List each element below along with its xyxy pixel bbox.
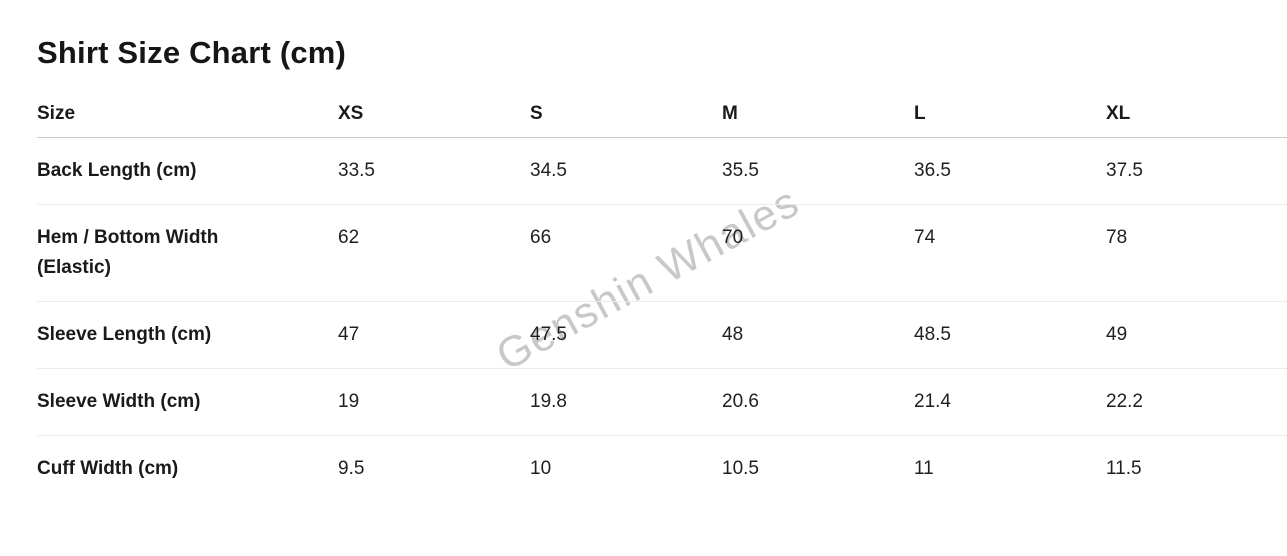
table-cell: 19 (338, 368, 530, 436)
table-cell: 34.5 (530, 137, 722, 205)
column-header-m: M (722, 99, 914, 138)
table-cell: 78 (1106, 204, 1287, 302)
column-header-size: Size (37, 99, 338, 138)
table-cell: 48 (722, 301, 914, 369)
row-label-line: Back Length (cm) (37, 160, 197, 181)
table-cell: 49 (1106, 301, 1287, 369)
table-cell: 11 (914, 458, 934, 479)
table-cell: 33.5 (338, 137, 530, 205)
row-label-line: Sleeve Length (cm) (37, 324, 212, 345)
row-label: Cuff Width (cm) (37, 436, 338, 503)
row-label: Back Length (cm) (37, 137, 338, 205)
table-cell: 70 (722, 204, 914, 302)
row-label: Sleeve Length (cm) (37, 301, 338, 369)
row-label-line: Hem / Bottom Width (37, 227, 219, 248)
table-cell: 74 (914, 204, 1106, 302)
table-cell: 10.5 (722, 458, 759, 479)
table-cell: 36.5 (914, 137, 1106, 205)
table-cell: 19.8 (530, 368, 722, 436)
row-label: Hem / Bottom Width (Elastic) (37, 204, 338, 302)
column-header-xl: XL (1106, 99, 1287, 138)
table-row-hem-bottom-width: Hem / Bottom Width (Elastic) 62 66 70 74… (37, 204, 1287, 302)
page-title: Shirt Size Chart (cm) (37, 35, 347, 70)
row-label: Sleeve Width (cm) (37, 368, 338, 436)
column-header-xs: XS (338, 99, 530, 138)
table-cell: 11.5 (1106, 458, 1142, 479)
table-row-back-length: Back Length (cm) 33.5 34.5 35.5 36.5 37.… (37, 137, 1287, 205)
table-row-sleeve-width: Sleeve Width (cm) 19 19.8 20.6 21.4 22.2 (37, 368, 1287, 436)
table-cell: 35.5 (722, 137, 914, 205)
table-row-cuff-width: Cuff Width (cm) 9.5 10 10.5 11 11.5 (37, 436, 1287, 503)
table-cell: 21.4 (914, 368, 1106, 436)
size-chart-table: Size XS S M L XL Back Length (cm) 33.5 3… (37, 99, 1287, 502)
row-label-line: Cuff Width (cm) (37, 458, 179, 479)
column-header-s: S (530, 99, 722, 138)
table-cell: 47.5 (530, 301, 722, 369)
row-label-line: Sleeve Width (cm) (37, 391, 201, 412)
table-cell: 66 (530, 204, 722, 302)
table-cell: 62 (338, 204, 530, 302)
column-header-l: L (914, 99, 1106, 138)
row-label-line2: (Elastic) (37, 257, 111, 278)
table-cell: 20.6 (722, 368, 914, 436)
table-cell: 9.5 (338, 458, 365, 479)
table-cell: 22.2 (1106, 368, 1287, 436)
table-cell: 10 (530, 458, 552, 479)
table-cell: 48.5 (914, 301, 1106, 369)
table-row-sleeve-length: Sleeve Length (cm) 47 47.5 48 48.5 49 (37, 301, 1287, 369)
table-header-row: Size XS S M L XL (37, 99, 1287, 138)
table-cell: 47 (338, 301, 530, 369)
table-cell: 37.5 (1106, 137, 1287, 205)
